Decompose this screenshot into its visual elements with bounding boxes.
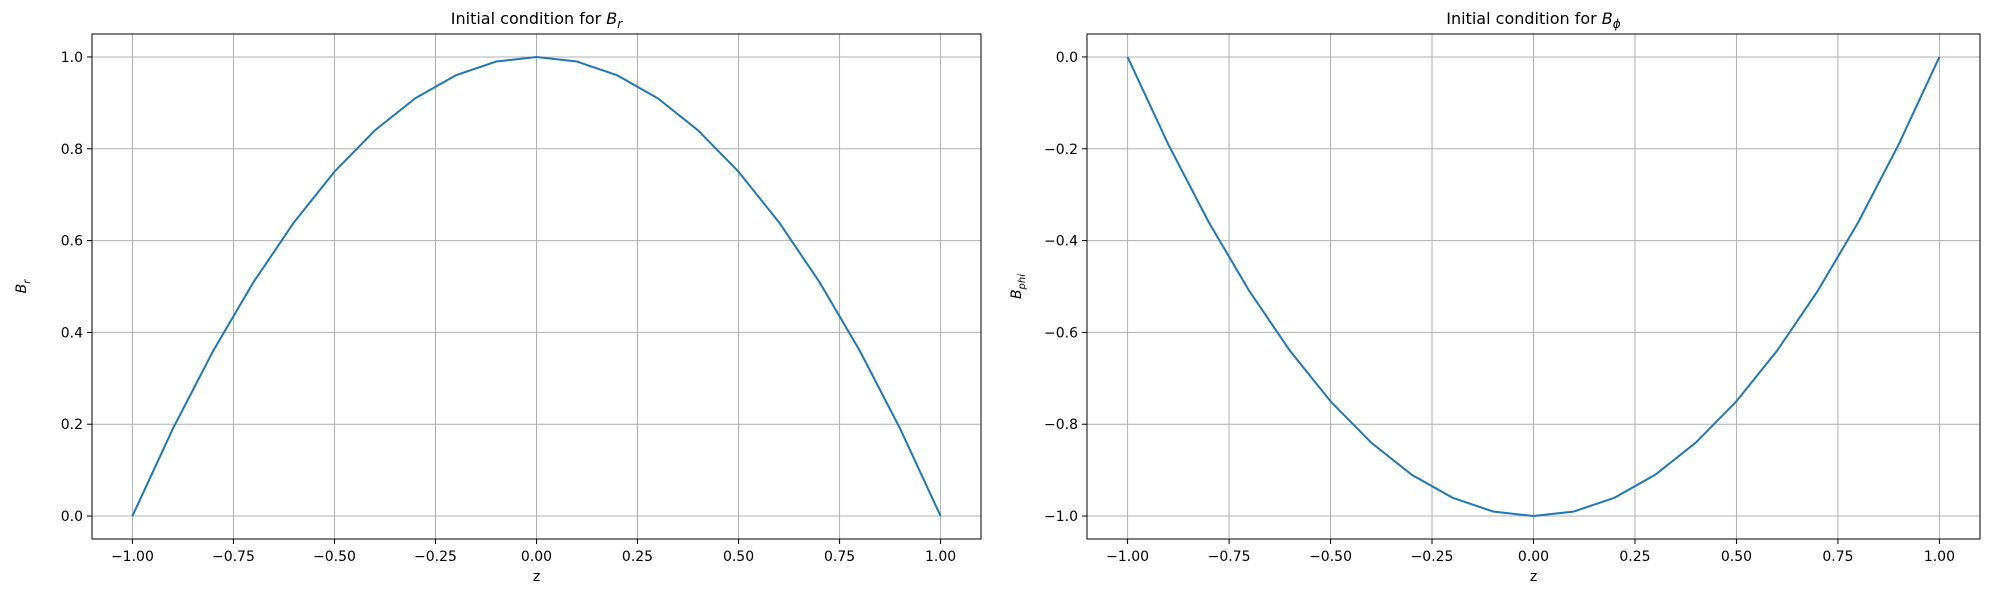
panel-bphi: −1.00 −0.75 −0.50 −0.25 0.00 0.25 0.50 0.75 1.00…	[1009, 9, 1981, 585]
br-xtick-label: 0.00	[521, 549, 552, 565]
br-yaxis-label-var: B	[14, 284, 30, 294]
br-ytick-label: 0.8	[61, 142, 83, 158]
br-yaxis-label: Br	[14, 279, 33, 294]
br-chart-title-var: B	[606, 9, 617, 28]
bphi-xtick-label: 0.50	[1721, 549, 1752, 565]
br-yaxis-label-sub: r	[22, 279, 33, 284]
br-xtick-label: 1.00	[925, 549, 956, 565]
bphi-ytick-label: −0.4	[1044, 234, 1078, 250]
br-xtick-label: −0.25	[414, 549, 457, 565]
bphi-data-line	[1126, 56, 1941, 518]
br-chart-title: Initial condition for Br	[451, 9, 624, 31]
br-xtick-label: 0.75	[824, 549, 855, 565]
bphi-xtick-label: 1.00	[1924, 549, 1955, 565]
panel-br: −1.00 −0.75 −0.50 −0.25 0.00 0.25 0.50 0.75 1.00…	[14, 9, 982, 585]
br-xtick-label: −0.50	[313, 549, 356, 565]
bphi-chart-title-prefix: Initial condition for	[1446, 9, 1602, 28]
bphi-xtick-label: 0.00	[1518, 549, 1549, 565]
bphi-chart-title-var: B	[1602, 9, 1613, 28]
br-xtick-label: 0.25	[622, 549, 653, 565]
bphi-ytick-label: −0.8	[1044, 417, 1078, 433]
bphi-xtick-label: −0.75	[1208, 549, 1251, 565]
bphi-chart-title-sub: ϕ	[1613, 17, 1621, 31]
bphi-yaxis-label-var: B	[1009, 289, 1025, 299]
bphi-xtick-label: −1.00	[1106, 549, 1149, 565]
bphi-chart-title: Initial condition for Bϕ	[1446, 9, 1621, 31]
br-xtick-label: 0.50	[723, 549, 754, 565]
br-data-line	[131, 55, 942, 517]
br-ytick-label: 0.6	[61, 234, 83, 250]
bphi-ytick-label: 0.0	[1056, 50, 1078, 66]
bphi-xtick-label: 0.25	[1619, 549, 1650, 565]
bphi-yaxis-label: Bphi	[1009, 274, 1028, 299]
bphi-ytick-label: −0.2	[1044, 142, 1078, 158]
br-xtick-label: −0.75	[212, 549, 255, 565]
bphi-xtick-label: −0.25	[1411, 549, 1454, 565]
bphi-ytick-label: −0.6	[1044, 325, 1078, 341]
br-ytick-label: 1.0	[61, 50, 83, 66]
bphi-xtick-label: 0.75	[1822, 549, 1853, 565]
br-ytick-label: 0.0	[61, 509, 83, 525]
bphi-ytick-label: −1.0	[1044, 509, 1078, 525]
br-chart-title-sub: r	[617, 17, 623, 31]
bphi-yaxis-label-sub: phi	[1017, 274, 1028, 291]
br-chart-title-prefix: Initial condition for	[451, 9, 607, 28]
br-xtick-label: −1.00	[111, 549, 154, 565]
br-ytick-label: 0.4	[61, 325, 83, 341]
br-xaxis-label: z	[533, 569, 540, 585]
bphi-xaxis-label: z	[1530, 569, 1537, 585]
br-ytick-label: 0.2	[61, 417, 83, 433]
bphi-xtick-label: −0.50	[1309, 549, 1352, 565]
